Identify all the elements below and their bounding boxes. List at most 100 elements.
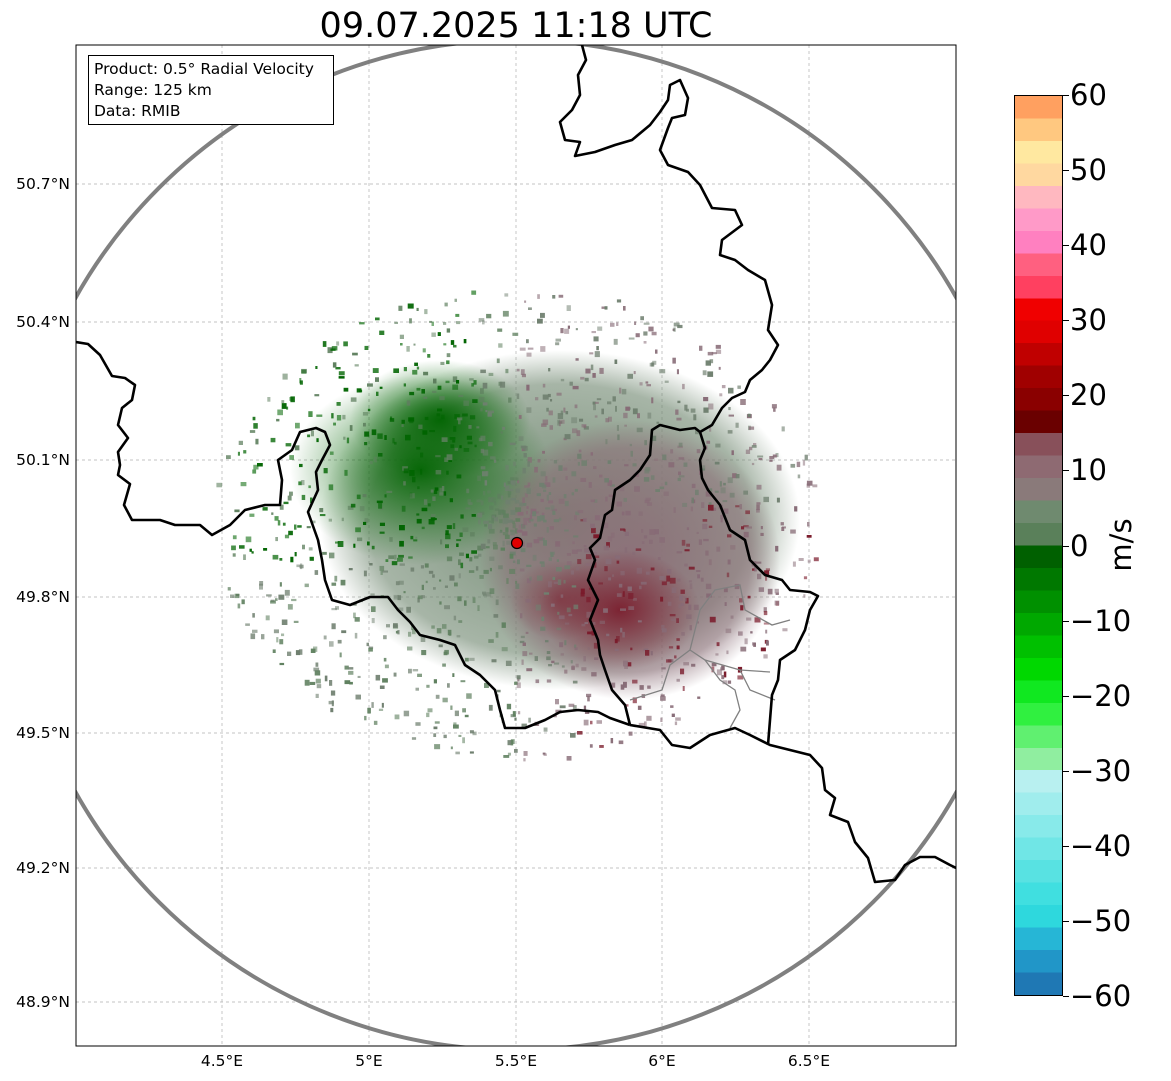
velocity-pixel [330,707,334,713]
velocity-pixel [563,407,566,413]
velocity-pixel [586,596,591,603]
velocity-pixel [376,500,383,504]
velocity-pixel [521,524,525,528]
velocity-pixel [411,737,417,740]
velocity-pixel [479,575,484,579]
radar-site-marker[interactable] [510,536,524,550]
velocity-pixel [691,497,694,504]
velocity-pixel [686,543,690,547]
velocity-pixel [576,430,581,437]
velocity-pixel [590,452,593,456]
velocity-pixel [628,337,635,340]
velocity-pixel [482,471,488,477]
velocity-pixel [421,389,425,394]
velocity-pixel [439,396,445,401]
velocity-pixel [682,686,685,691]
velocity-pixel [438,644,443,648]
velocity-pixel [607,536,613,542]
velocity-pixel [699,345,703,351]
velocity-pixel [329,451,334,455]
lat-tick-label: 50.7°N [16,175,70,193]
velocity-pixel [334,575,338,582]
velocity-pixel [568,703,575,707]
velocity-pixel [357,675,361,678]
velocity-pixel [757,455,764,458]
velocity-pixel [632,679,638,684]
velocity-pixel [698,539,702,545]
velocity-pixel [590,523,595,529]
velocity-pixel [720,667,724,671]
velocity-pixel [471,290,477,295]
velocity-pixel [433,490,438,494]
velocity-pixel [676,551,683,554]
velocity-pixel [355,527,361,533]
velocity-pixel [624,464,629,467]
velocity-pixel [446,454,453,461]
velocity-pixel [564,669,568,674]
velocity-pixel [454,582,458,587]
velocity-pixel [294,552,297,557]
velocity-pixel [615,555,621,559]
velocity-pixel [328,700,334,705]
velocity-pixel [364,715,367,721]
velocity-pixel [554,662,560,665]
velocity-pixel [542,450,545,454]
velocity-pixel [714,461,720,465]
velocity-pixel [782,628,788,632]
velocity-pixel [740,646,747,652]
velocity-pixel [384,494,387,498]
velocity-pixel [556,627,562,631]
velocity-field [216,290,819,762]
velocity-pixel [459,445,462,449]
velocity-pixel [367,541,370,546]
velocity-pixel [476,426,480,429]
velocity-pixel [683,662,689,666]
velocity-pixel [386,624,390,628]
velocity-pixel [583,426,589,430]
velocity-pixel [695,489,699,496]
velocity-pixel [433,587,436,590]
velocity-pixel [338,371,345,376]
velocity-pixel [341,630,347,634]
velocity-pixel [572,385,579,390]
velocity-pixel [630,450,633,457]
velocity-pixel [249,548,252,552]
velocity-pixel [482,490,486,496]
velocity-pixel [515,477,519,481]
velocity-pixel [546,651,551,654]
velocity-pixel [251,551,254,554]
velocity-pixel [557,413,564,419]
admin-boundaries [629,584,791,729]
velocity-pixel [711,663,717,667]
velocity-pixel [575,663,579,668]
velocity-pixel [458,418,461,425]
velocity-pixel [520,613,523,619]
velocity-pixel [398,580,404,585]
velocity-pixel [371,545,375,550]
velocity-pixel [399,563,405,566]
velocity-pixel [466,435,472,440]
colorbar-tick-label: 30 [1070,303,1107,338]
velocity-pixel [422,348,426,353]
velocity-pixel [594,415,598,418]
velocity-pixel [533,523,537,527]
velocity-pixel [555,342,560,346]
velocity-pixel [552,477,556,483]
info-product: Product: 0.5° Radial Velocity [94,60,314,78]
velocity-pixel [503,755,510,758]
velocity-pixel [502,540,505,547]
velocity-pixel [289,491,293,496]
velocity-pixel [744,638,748,645]
velocity-pixel [478,318,485,322]
velocity-pixel [676,645,680,650]
velocity-pixel [568,613,573,617]
velocity-pixel [650,475,655,480]
velocity-pixel [583,545,587,548]
velocity-pixel [505,499,511,505]
info-range: Range: 125 km [94,81,212,99]
velocity-pixel [469,378,474,381]
velocity-pixel [504,534,510,539]
velocity-pixel [310,497,313,504]
country-borders [76,45,956,884]
velocity-pixel [740,605,744,611]
